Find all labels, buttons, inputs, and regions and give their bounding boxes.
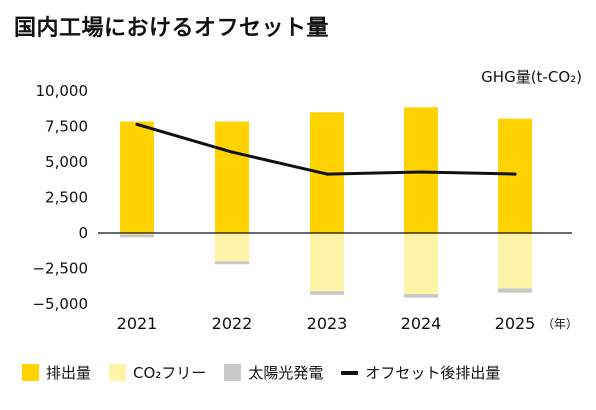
x-tick-label: 2023: [307, 314, 348, 333]
bar-solar-2024: [404, 294, 438, 298]
y-tick-label: 7,500: [45, 118, 88, 136]
legend-line-swatch: [341, 370, 359, 375]
unit-label: GHG量(t-CO₂): [481, 68, 582, 86]
y-tick-label: 0: [78, 224, 88, 242]
bar-co2-free-2022: [215, 233, 249, 262]
bar-emissions-2025: [498, 118, 532, 233]
legend-item: CO₂フリー: [109, 362, 206, 383]
legend-label: CO₂フリー: [133, 364, 207, 382]
bar-emissions-2024: [404, 107, 438, 233]
bar-solar-2022: [215, 261, 249, 265]
x-tick-label: 2025: [495, 314, 536, 333]
legend-color-swatch: [22, 364, 39, 381]
offset-line-point-2021: [135, 122, 139, 126]
legend-item: 排出量: [22, 362, 91, 383]
legend-item: 太陽光発電: [224, 362, 323, 383]
legend: 排出量 CO₂フリー 太陽光発電 オフセット後排出量: [22, 362, 500, 383]
chart-title: 国内工場におけるオフセット量: [14, 16, 330, 41]
y-tick-label: 10,000: [36, 82, 89, 100]
bar-emissions-2021: [120, 121, 154, 233]
bar-co2-free-2024: [404, 233, 438, 295]
bar-co2-free-2025: [498, 233, 532, 289]
offset-line-point-2024: [419, 170, 423, 174]
bar-co2-free-2021: [120, 233, 154, 235]
y-tick-label: −5,000: [32, 295, 88, 313]
legend-color-swatch: [224, 364, 242, 381]
bar-emissions-2022: [215, 121, 249, 233]
legend-label: 太陽光発電: [248, 364, 324, 382]
bar-solar-2025: [498, 288, 532, 293]
x-tick-label: 2021: [117, 314, 158, 333]
legend-color-swatch: [109, 364, 127, 381]
offset-line-point-2025: [513, 172, 517, 176]
x-tick-label: 2022: [212, 314, 253, 333]
x-tick-label: 2024: [401, 314, 442, 333]
x-axis-unit-label: （年）: [542, 317, 578, 331]
offset-line-point-2023: [325, 172, 329, 176]
legend-item: オフセット後排出量: [341, 362, 500, 383]
bar-solar-2023: [310, 291, 344, 295]
legend-label: 排出量: [46, 364, 92, 382]
bar-co2-free-2023: [310, 233, 344, 292]
bar-solar-2021: [120, 234, 154, 238]
y-tick-label: 2,500: [45, 189, 88, 207]
offset-line-point-2022: [230, 150, 234, 154]
y-tick-label: −2,500: [32, 260, 88, 278]
legend-label: オフセット後排出量: [365, 364, 501, 382]
y-tick-label: 5,000: [45, 153, 88, 171]
